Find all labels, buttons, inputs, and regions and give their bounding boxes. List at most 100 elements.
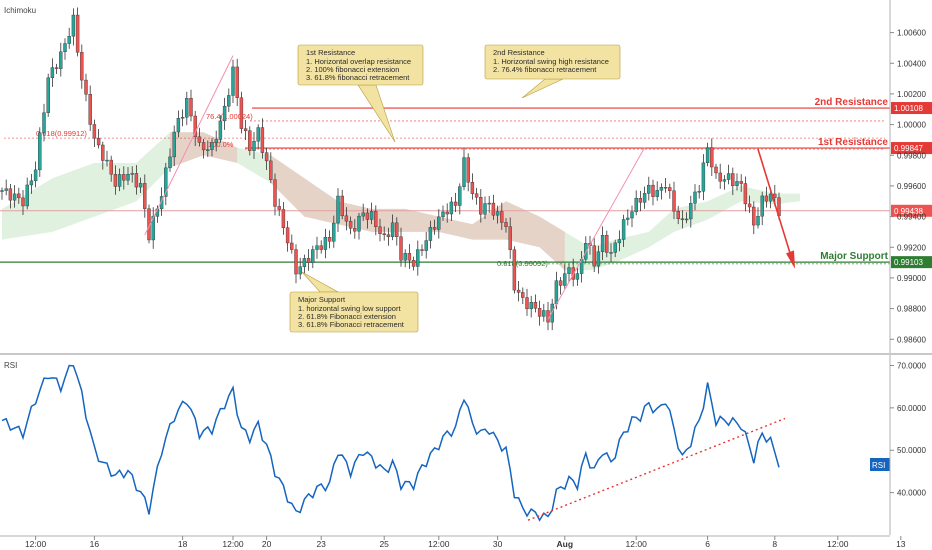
candle-body: [201, 142, 206, 151]
candle-body: [264, 152, 269, 162]
candle-body: [378, 226, 382, 234]
candle-body: [21, 197, 25, 207]
candle-body: [747, 203, 752, 208]
level-price-tag: [891, 256, 932, 269]
candle-body: [298, 266, 302, 275]
candle-body: [466, 157, 470, 183]
candle-body: [563, 273, 567, 286]
price-tick-label: 0.99800: [897, 151, 926, 160]
candle-body: [101, 144, 105, 161]
candle-body: [508, 226, 512, 250]
candle-body: [243, 128, 248, 131]
callout-box: [297, 44, 424, 86]
candle-body: [647, 184, 651, 194]
candle-body: [722, 179, 727, 182]
fib-label: 100.0%: [208, 140, 234, 149]
candle-body: [361, 212, 365, 217]
candle-body: [113, 174, 118, 187]
time-tick-label: 23: [316, 539, 326, 549]
candle-body: [248, 130, 252, 151]
candle-body: [743, 183, 748, 205]
callout-line: 2. 100% fibonacci extension: [306, 65, 399, 74]
candle-body: [718, 172, 722, 182]
candle-body: [479, 197, 483, 215]
candle-body: [294, 249, 298, 275]
rsi-tick-label: 70.0000: [897, 361, 926, 370]
candle-body: [218, 120, 223, 140]
candle-body: [567, 267, 571, 274]
candle-body: [445, 211, 449, 215]
candle-body: [701, 162, 706, 192]
candle-body: [222, 105, 227, 122]
price-tick-label: 0.99200: [897, 243, 926, 252]
candle-body: [260, 127, 265, 153]
rsi-series-line: [1, 364, 780, 522]
candle-body: [630, 211, 634, 219]
candle-body: [668, 187, 672, 191]
fib-label: 76.4(1.00024): [206, 112, 253, 121]
time-tick-label: 20: [262, 539, 272, 549]
candle-body: [441, 211, 445, 218]
level-label: Major Support: [820, 251, 888, 262]
rsi-tick-label: 40.0000: [897, 489, 926, 498]
candle-body: [306, 258, 311, 263]
callout-line: 2. 61.8% Fibonacci extension: [298, 312, 396, 321]
candle-body: [252, 140, 256, 151]
candle-body: [521, 292, 525, 298]
candle-body: [609, 252, 613, 254]
cloud-area-bearish: [270, 155, 565, 271]
price-tick-label: 0.98800: [897, 305, 926, 314]
candlesticks: [0, 7, 781, 331]
candle-body: [399, 236, 403, 261]
time-tick-label: 25: [379, 539, 389, 549]
candle-body: [760, 195, 764, 217]
candle-body: [756, 215, 760, 226]
candle-body: [168, 156, 172, 169]
time-tick-label: 8: [772, 539, 777, 549]
candle-body: [92, 124, 97, 139]
level-price-tag-label: 0.99847: [894, 144, 923, 153]
candle-body: [731, 173, 735, 187]
candle-body: [281, 209, 286, 228]
price-tick-label: 1.00000: [897, 121, 926, 130]
candle-body: [63, 43, 67, 53]
candle-body: [189, 98, 193, 117]
level-price-tag-label: 0.99438: [894, 207, 923, 216]
candle-body: [193, 115, 197, 138]
candle-body: [403, 253, 407, 261]
candle-body: [327, 237, 332, 242]
candle-body: [382, 233, 386, 235]
candle-body: [575, 273, 580, 280]
candle-body: [357, 215, 361, 232]
candle-body: [138, 183, 143, 188]
candle-body: [12, 193, 17, 201]
price-tick-label: 0.99000: [897, 274, 926, 283]
time-tick-label: 12:00: [222, 539, 244, 549]
candle-body: [554, 280, 559, 305]
candle-body: [159, 196, 164, 210]
candle-body: [319, 245, 323, 250]
candle-body: [474, 193, 479, 198]
candle-body: [735, 181, 739, 187]
callout-title: 1st Resistance: [306, 48, 355, 57]
candle-body: [386, 234, 391, 237]
candle-body: [428, 227, 433, 241]
candle-body: [546, 310, 550, 323]
candle-body: [336, 195, 340, 224]
candle-body: [277, 206, 281, 210]
indicator-label-rsi: RSI: [4, 361, 17, 370]
candle-body: [432, 227, 437, 230]
candle-body: [764, 195, 769, 202]
candle-body: [172, 131, 176, 158]
candle-body: [634, 198, 638, 213]
price-tick-label: 1.00600: [897, 29, 926, 38]
candle-body: [516, 289, 521, 293]
candle-body: [613, 242, 617, 253]
candle-body: [617, 239, 622, 244]
candle-body: [600, 234, 605, 252]
callout-line: 1. horizontal swing low support: [298, 304, 401, 313]
